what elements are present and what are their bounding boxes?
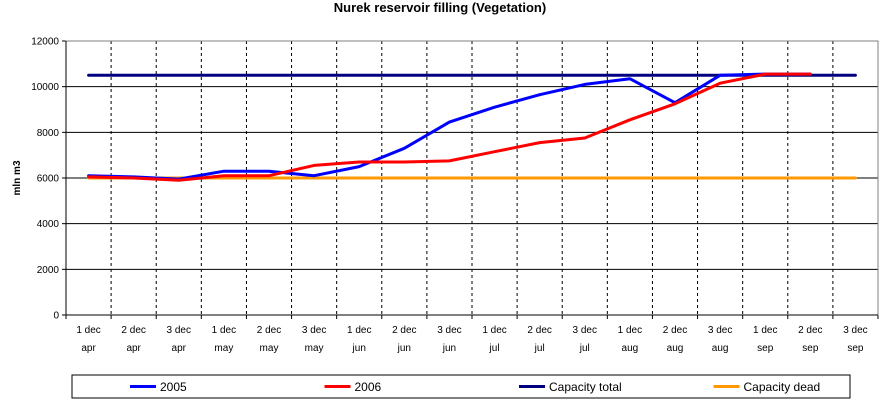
y-tick-label: 4000 [37,219,60,230]
y-tick-label: 2000 [37,265,60,276]
x-tick-label-month: aug [667,343,684,354]
legend-label-2006: 2006 [355,380,382,394]
x-tick-label-month: jun [397,343,411,354]
x-tick-label-month: jun [442,343,456,354]
plot-area: 0 2000 4000 6000 8000 10000 12000 1 dec apr 2 dec… [31,37,879,354]
y-tick-label: 12000 [31,37,59,48]
x-tick-label-month: jul [579,343,590,354]
x-tick-label-month: aug [622,343,639,354]
x-tick-label-period: 2 dec [663,325,687,336]
x-tick-label-month: apr [126,343,141,354]
x-tick-label-month: sep [847,343,864,354]
x-tick-label-period: 1 dec [76,325,100,336]
series-line-2005 [87,72,812,181]
legend-label-capacity-total: Capacity total [549,380,622,394]
x-tick-label-month: jul [489,343,500,354]
legend-box [71,374,851,399]
x-tick-label-period: 3 dec [302,325,326,336]
legend-label-2005: 2005 [160,380,187,394]
x-tick-label-month: sep [802,343,819,354]
x-tick-label-month: may [305,343,324,354]
x-tick-label-period: 2 dec [121,325,145,336]
y-axis-label: mln m3 [12,160,23,195]
x-tick-label-month: may [214,343,233,354]
legend: 2005 2006 Capacity total Capacity dead [71,374,851,399]
series-line-2006 [87,72,812,182]
x-tick-label-month: jun [352,343,366,354]
y-tick-label: 0 [53,311,59,322]
x-tick-label-period: 3 dec [573,325,597,336]
x-tick-label-period: 1 dec [753,325,777,336]
y-tick-label: 8000 [37,128,60,139]
x-tick-label-month: may [260,343,279,354]
x-tick-label-month: apr [172,343,187,354]
x-tick-label-period: 3 dec [843,325,867,336]
x-tick-label-period: 2 dec [257,325,281,336]
x-tick-label-period: 2 dec [392,325,416,336]
x-tick-label-month: sep [757,343,774,354]
x-tick-label-month: aug [712,343,729,354]
x-tick-label-month: jul [534,343,545,354]
legend-label-capacity-dead: Capacity dead [744,380,821,394]
x-tick-label-period: 1 dec [618,325,642,336]
x-tick-label-month: apr [81,343,96,354]
y-tick-label: 10000 [31,82,59,93]
x-tick-label-period: 1 dec [212,325,236,336]
chart-title: Nurek reservoir filling (Vegetation) [334,0,546,15]
x-tick-label-period: 3 dec [167,325,191,336]
x-tick-label-period: 2 dec [527,325,551,336]
y-tick-label: 6000 [37,174,60,185]
x-tick-label-period: 3 dec [437,325,461,336]
x-tick-label-period: 1 dec [347,325,371,336]
x-tick-label-period: 1 dec [482,325,506,336]
x-tick-label-period: 2 dec [798,325,822,336]
x-tick-label-period: 3 dec [708,325,732,336]
